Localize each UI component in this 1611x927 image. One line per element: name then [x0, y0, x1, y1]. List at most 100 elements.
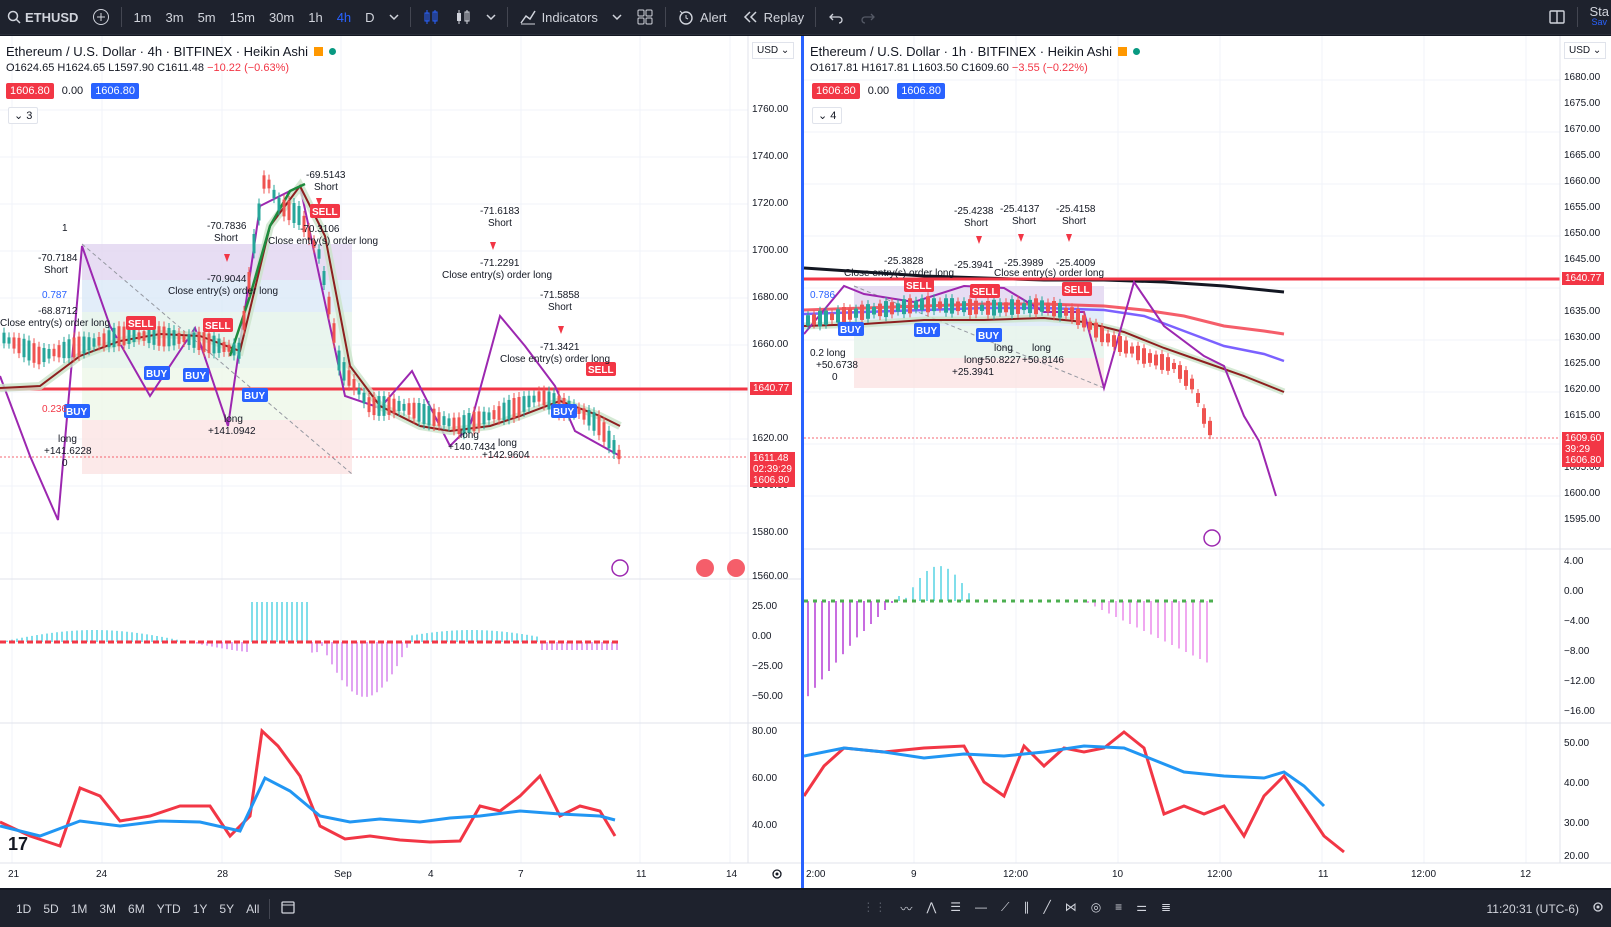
spiral-tool-icon[interactable]: ◎ [1090, 900, 1102, 914]
layout-toggle-button[interactable] [1541, 0, 1573, 34]
currency-selector[interactable]: USD ⌄ [752, 42, 795, 59]
range-all[interactable]: All [246, 901, 260, 916]
fib-tool-icon[interactable]: ≡ [1115, 900, 1123, 914]
date-range-button[interactable] [274, 899, 302, 918]
interval-d[interactable]: D [365, 9, 375, 25]
range-1d[interactable]: 1D [16, 901, 32, 916]
interval-1h[interactable]: 1h [308, 9, 323, 25]
range-3m[interactable]: 3M [99, 901, 117, 916]
ohlc-low: L1603.50 [912, 62, 959, 74]
right-chart-canvas[interactable]: BUY BUY BUY SELL SELL SELL -25.3828 -25.… [804, 36, 1611, 888]
save-button[interactable]: Sta Sav [1582, 0, 1611, 34]
lightning-icon[interactable] [611, 559, 629, 577]
settings-sliders-icon[interactable]: ⚌ [1136, 900, 1147, 914]
search-icon [7, 10, 21, 24]
right-chart-pane[interactable]: BUY BUY BUY SELL SELL SELL -25.3828 -25.… [804, 36, 1611, 888]
alert-button[interactable]: Alert [670, 0, 734, 34]
buy-marker[interactable] [183, 368, 209, 382]
settings-button[interactable] [770, 867, 784, 886]
clock-timezone[interactable]: 11:20:31 (UTC-6) [1486, 901, 1579, 916]
buy-marker[interactable] [976, 328, 1002, 342]
horizontal-line-icon[interactable]: — [975, 900, 988, 914]
candle-style-button[interactable] [447, 0, 479, 34]
chart-type-dropdown[interactable] [479, 0, 503, 34]
ray-tool-icon[interactable]: ⟋ [1001, 900, 1010, 914]
annotation-value: -71.5858 [540, 290, 580, 301]
us-flag-icon[interactable] [696, 559, 714, 577]
replay-button[interactable]: Replay [734, 0, 811, 34]
axis-label: 1670.00 [1564, 124, 1601, 135]
sell-marker[interactable] [203, 318, 233, 332]
redo-button[interactable] [852, 0, 884, 34]
tradingview-logo[interactable]: 17 [8, 834, 28, 854]
currency-selector[interactable]: USD ⌄ [1564, 42, 1607, 59]
wave-tool-icon[interactable]: 〰 [900, 902, 913, 916]
sell-price-button[interactable]: 1606.80 [6, 83, 54, 99]
buy-price-button[interactable]: 1606.80 [91, 83, 139, 99]
buy-marker[interactable] [551, 404, 577, 418]
trend-line-icon[interactable]: ╱ [1043, 900, 1051, 914]
sell-marker[interactable] [970, 284, 1000, 298]
orange-flag-icon[interactable] [1117, 47, 1127, 56]
abc-pattern-icon[interactable]: ⋀ [926, 900, 937, 914]
pattern-tool-icon[interactable]: ⋈ [1064, 900, 1077, 914]
undo-button[interactable] [820, 0, 852, 34]
interval-5m[interactable]: 5m [197, 9, 216, 25]
interval-30m[interactable]: 30m [268, 9, 295, 25]
left-chart-canvas[interactable]: BUY BUY BUY BUY BUY SELL SELL SELL SELL … [0, 36, 801, 888]
parallel-channel-icon[interactable]: ∥ [1023, 900, 1030, 914]
right-chart-title[interactable]: Ethereum / U.S. Dollar · 1h · BITFINEX ·… [810, 44, 1112, 59]
buy-marker[interactable] [242, 388, 268, 402]
interval-1m[interactable]: 1m [133, 9, 152, 25]
buy-marker[interactable] [838, 322, 864, 336]
interval-15m[interactable]: 15m [229, 9, 255, 25]
indicators-button[interactable]: Indicators [512, 0, 605, 34]
annotation-value: -71.3421 [540, 342, 580, 353]
right-grid [804, 36, 1560, 863]
buy-marker[interactable] [64, 404, 90, 418]
interval-4h[interactable]: 4h [336, 9, 352, 25]
sell-price-button[interactable]: 1606.80 [812, 83, 860, 99]
left-rsi-blue [0, 775, 616, 838]
level-price-tag[interactable]: 1640.77 [1562, 272, 1605, 285]
left-chart-pane[interactable]: BUY BUY BUY BUY BUY SELL SELL SELL SELL … [0, 36, 801, 888]
axis-label: −16.00 [1564, 706, 1595, 717]
buy-price-button[interactable]: 1606.80 [897, 83, 945, 99]
menu-icon[interactable]: ≣ [1160, 900, 1172, 914]
interval-dropdown[interactable] [382, 0, 406, 34]
range-1y[interactable]: 1Y [192, 901, 208, 916]
range-ytd[interactable]: YTD [156, 901, 181, 916]
range-5y[interactable]: 5Y [219, 901, 235, 916]
sell-marker[interactable] [904, 278, 934, 292]
left-event-icons[interactable] [611, 559, 745, 577]
orange-flag-icon[interactable] [313, 47, 323, 56]
us-flag-icon[interactable] [727, 559, 745, 577]
pane-divider[interactable] [801, 36, 804, 888]
lines-tool-icon[interactable]: ☰ [950, 900, 962, 914]
left-chart-title[interactable]: Ethereum / U.S. Dollar · 4h · BITFINEX ·… [6, 44, 308, 59]
axis-label: 1660.00 [752, 339, 789, 350]
sell-marker[interactable] [586, 362, 616, 376]
bar-style-button[interactable] [415, 0, 447, 34]
layout-button[interactable] [629, 0, 661, 34]
buy-marker[interactable] [144, 366, 170, 380]
sell-marker[interactable] [126, 316, 156, 330]
axis-label: 80.00 [752, 726, 778, 737]
level-price-tag[interactable]: 1640.77 [750, 382, 793, 395]
indicators-dropdown[interactable] [605, 0, 629, 34]
sell-marker[interactable] [1062, 282, 1092, 296]
compare-button[interactable] [85, 0, 117, 34]
range-6m[interactable]: 6M [128, 901, 145, 916]
buy-marker[interactable] [914, 323, 940, 337]
sell-marker[interactable] [310, 204, 340, 218]
chart-settings-button[interactable] [1585, 900, 1611, 917]
range-5d[interactable]: 5D [43, 901, 59, 916]
indicators-collapse-button[interactable]: ⌄ 3 [8, 107, 39, 124]
indicators-collapse-button[interactable]: ⌄ 4 [812, 107, 843, 124]
lightning-icon[interactable] [1203, 529, 1221, 547]
drag-handle-icon[interactable]: ⋮⋮ [862, 900, 887, 914]
range-1m[interactable]: 1M [70, 901, 88, 916]
symbol-search[interactable]: ETHUSD [0, 0, 85, 34]
interval-3m[interactable]: 3m [165, 9, 184, 25]
undo-icon [829, 13, 843, 24]
